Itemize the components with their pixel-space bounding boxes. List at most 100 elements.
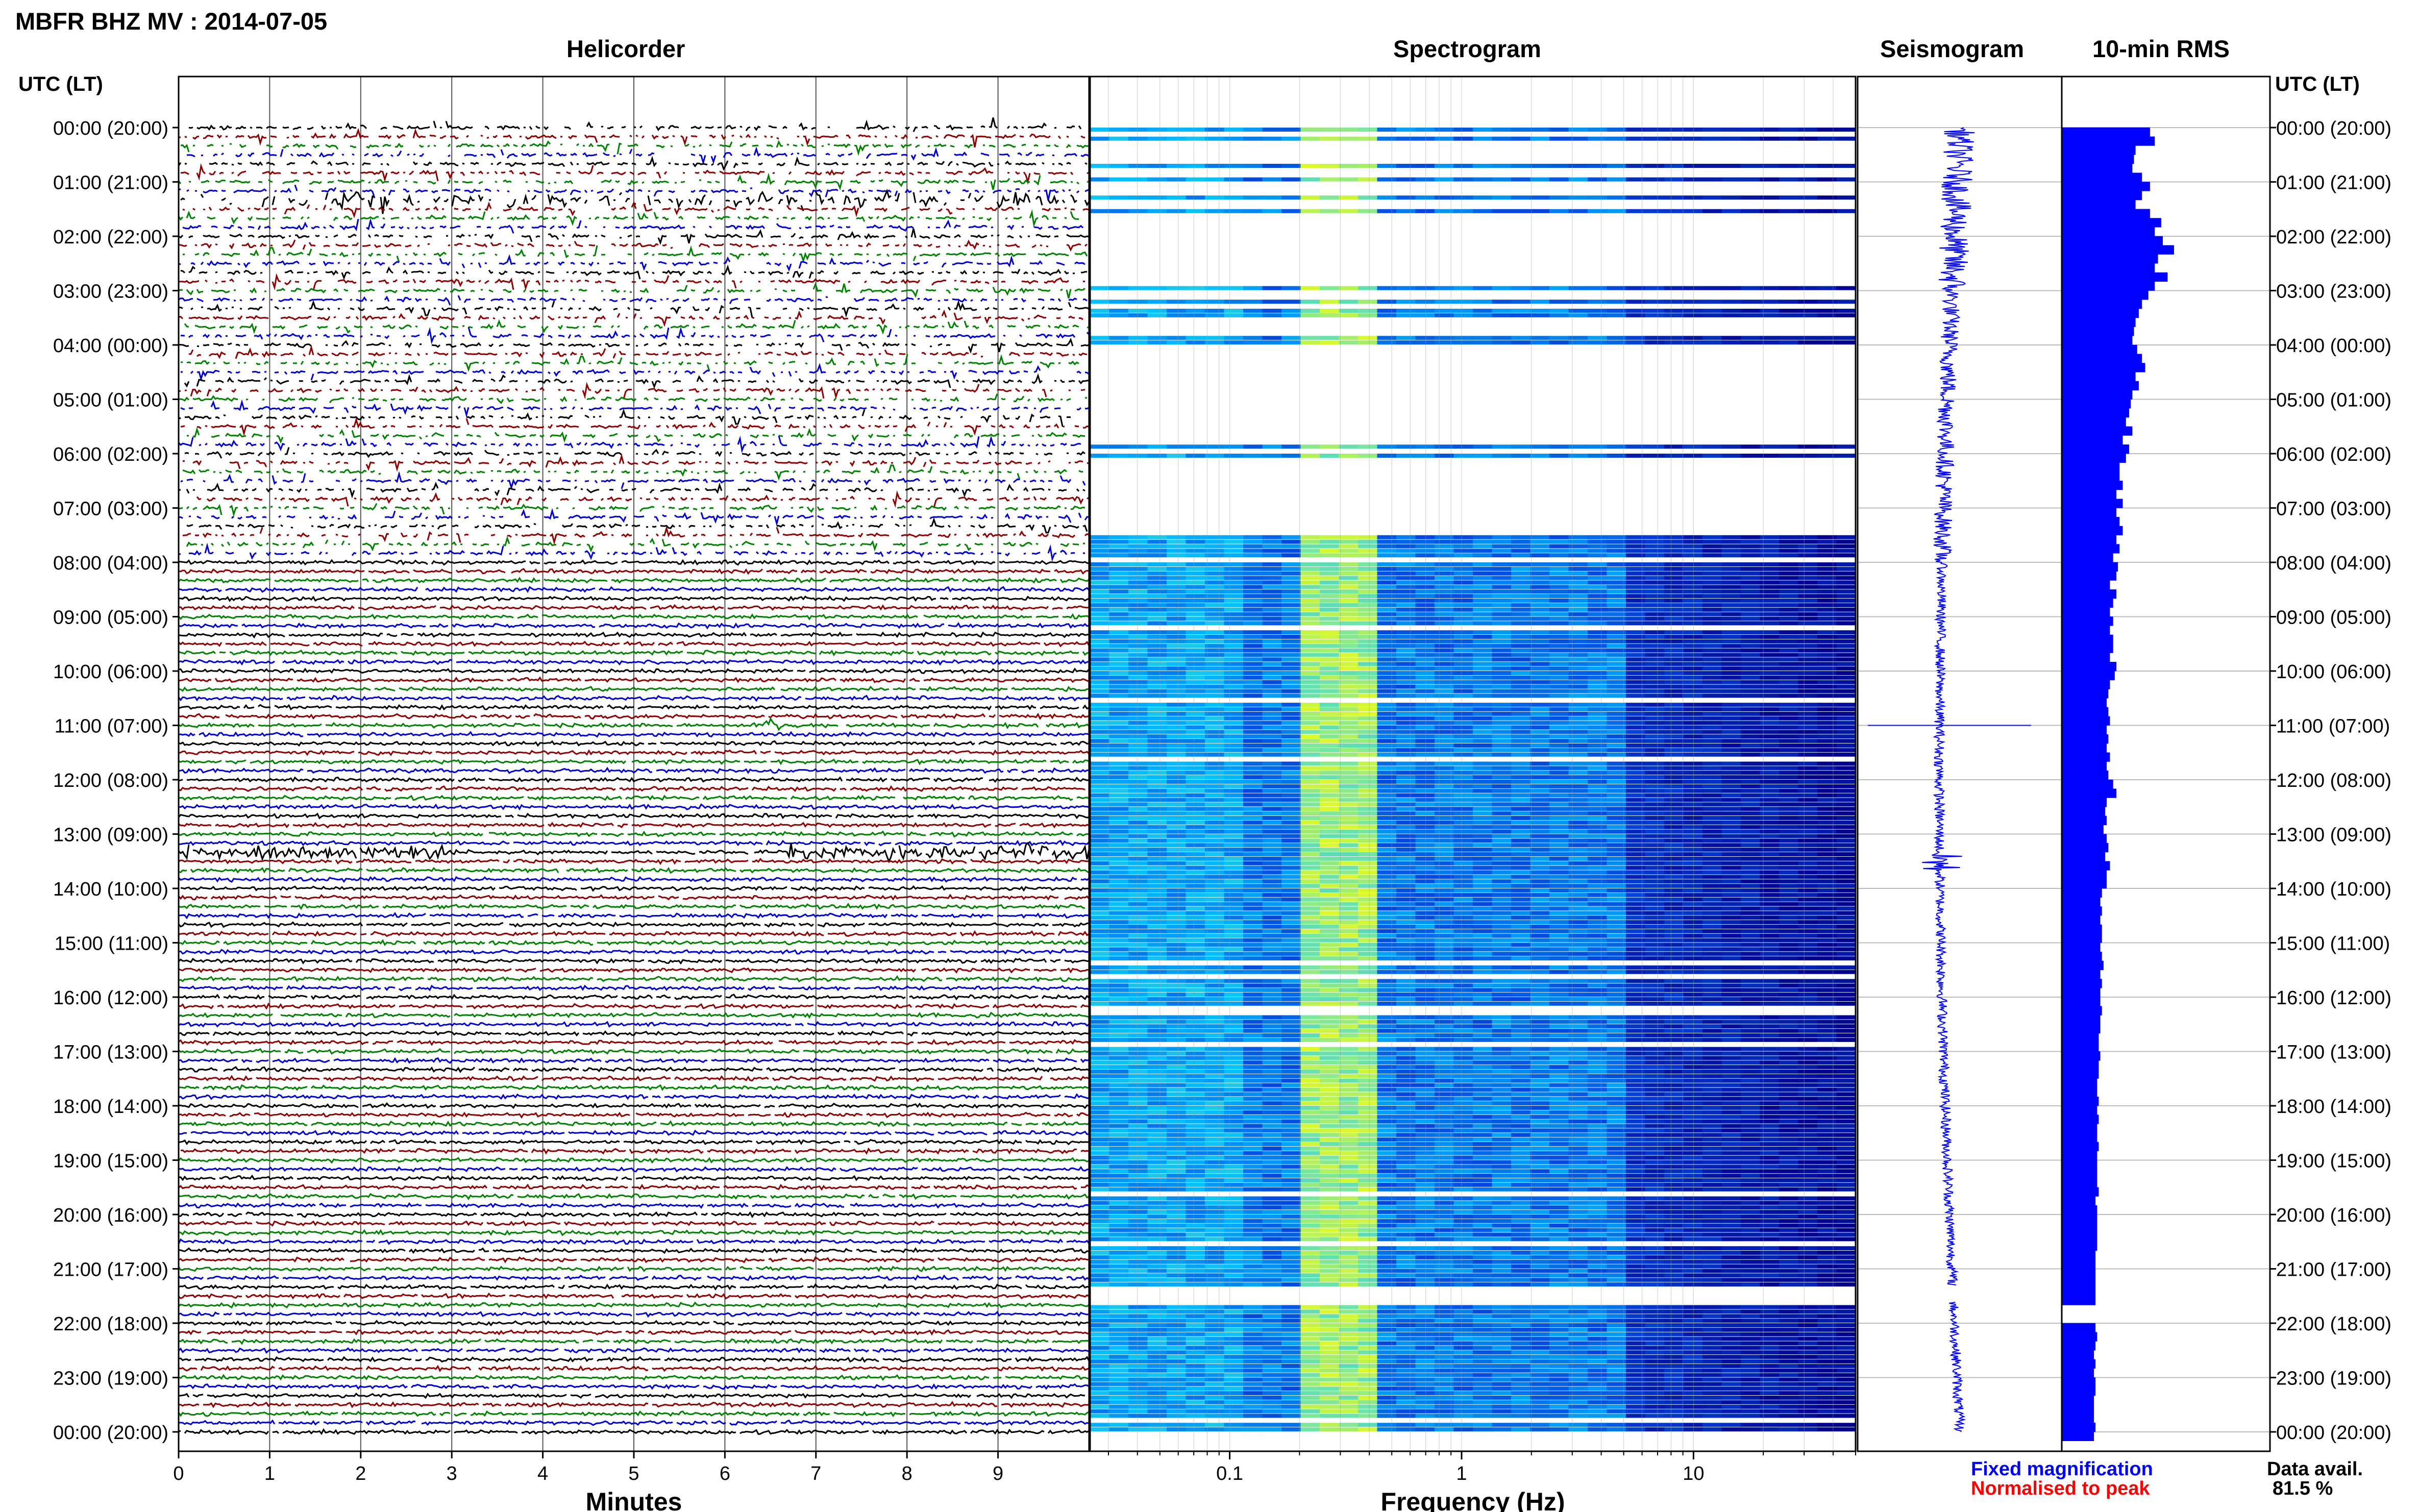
spectrogram-cell: [1626, 689, 1646, 693]
spectrogram-cell: [1128, 1037, 1148, 1042]
spectrogram-cell: [1568, 829, 1588, 834]
helicorder-trace-row: [180, 327, 1089, 344]
spectrogram-cell: [1664, 870, 1684, 875]
spectrogram-cell: [1090, 1056, 1110, 1060]
spectrogram-cell: [1492, 752, 1512, 757]
spectrogram-cell: [1588, 943, 1608, 947]
seismogram-title: Seismogram: [1880, 35, 2025, 62]
spectrogram-cell: [1492, 689, 1512, 693]
spectrogram-cell: [1588, 671, 1608, 675]
spectrogram-cell: [1090, 612, 1110, 616]
spectrogram-cell: [1300, 621, 1320, 626]
spectrogram-cell: [1377, 933, 1397, 938]
spectrogram-cell: [1530, 1051, 1550, 1056]
spectrogram-cell: [1396, 834, 1416, 838]
spectrogram-cell: [1626, 313, 1646, 317]
spectrogram-cell: [1320, 703, 1340, 707]
spectrogram-cell: [1128, 865, 1148, 870]
spectrogram-cell: [1588, 748, 1608, 752]
spectrogram-cell: [1702, 286, 1722, 290]
spectrogram-cell: [1224, 993, 1244, 997]
spectrogram-cell: [1453, 879, 1473, 884]
spectrogram-cell: [1358, 825, 1378, 829]
spectrogram-cell: [1147, 539, 1167, 544]
spectrogram-cell: [1109, 209, 1129, 213]
spectrogram-cell: [1090, 535, 1110, 539]
spectrogram-cell: [1721, 861, 1741, 865]
spectrogram-cell: [1186, 856, 1205, 861]
spectrogram-cell: [1492, 340, 1512, 345]
spectrogram-cell: [1339, 879, 1359, 884]
spectrogram-cell: [1817, 336, 1837, 340]
spectrogram-cell: [1128, 861, 1148, 865]
spectrogram-cell: [1511, 653, 1531, 657]
spectrogram-cell: [1568, 662, 1588, 666]
spectrogram-cell: [1626, 300, 1646, 304]
spectrogram-cell: [1817, 128, 1837, 132]
spectrogram-cell: [1109, 856, 1129, 861]
spectrogram-cell: [1435, 621, 1454, 626]
spectrogram-cell: [1186, 956, 1205, 961]
spectrogram-cell: [1607, 816, 1626, 820]
spectrogram-cell: [1683, 784, 1703, 788]
spectrogram-cell: [1511, 721, 1531, 725]
spectrogram-cell: [1721, 879, 1741, 884]
spectrogram-cell: [1626, 662, 1646, 666]
spectrogram-cell: [1377, 209, 1397, 213]
spectrogram-cell: [1626, 906, 1646, 911]
spectrogram-cell: [1836, 807, 1856, 811]
spectrogram-cell: [1588, 585, 1608, 589]
spectrogram-cell: [1358, 454, 1378, 458]
spectrogram-cell: [1109, 725, 1129, 730]
spectrogram-cell: [1836, 612, 1856, 616]
spectrogram-cell: [1415, 811, 1435, 816]
spectrogram-cell: [1645, 630, 1665, 635]
spectrogram-cell: [1511, 1051, 1531, 1056]
spectrogram-cell: [1664, 662, 1684, 666]
spectrogram-cell: [1415, 553, 1435, 558]
spectrogram-cell: [1415, 888, 1435, 893]
spectrogram-cell: [1492, 128, 1512, 132]
spectrogram-cell: [1453, 771, 1473, 775]
spectrogram-cell: [1549, 607, 1569, 612]
spectrogram-cell: [1588, 825, 1608, 829]
spectrogram-cell: [1186, 1020, 1205, 1024]
spectrogram-cell: [1090, 589, 1110, 594]
spectrogram-cell: [1836, 693, 1856, 698]
spectrogram-cell: [1320, 888, 1340, 893]
spectrogram-cell: [1396, 680, 1416, 684]
spectrogram-cell: [1109, 693, 1129, 698]
spectrogram-cell: [1492, 906, 1512, 911]
spectrogram-cell: [1109, 612, 1129, 616]
spectrogram-cell: [1473, 829, 1493, 834]
spectrogram-cell: [1607, 834, 1626, 838]
spectrogram-cell: [1377, 711, 1397, 716]
spectrogram-cell: [1415, 635, 1435, 639]
spectrogram-cell: [1741, 861, 1761, 865]
spectrogram-cell: [1779, 653, 1799, 657]
spectrogram-cell: [1128, 1051, 1148, 1056]
spectrogram-cell: [1645, 703, 1665, 707]
spectrogram-cell: [1377, 848, 1397, 852]
spectrogram-cell: [1243, 925, 1263, 929]
spectrogram-cell: [1377, 309, 1397, 313]
spectrogram-cell: [1396, 902, 1416, 906]
spectrogram-cell: [1836, 771, 1856, 775]
spectrogram-cell: [1836, 843, 1856, 848]
spectrogram-cell: [1683, 761, 1703, 766]
spectrogram-cell: [1300, 589, 1320, 594]
spectrogram-cell: [1607, 879, 1626, 884]
spectrogram-cell: [1205, 1015, 1225, 1020]
spectrogram-cell: [1435, 915, 1454, 920]
spectrogram-cell: [1415, 576, 1435, 580]
spectrogram-cell: [1645, 915, 1665, 920]
spectrogram-cell: [1817, 933, 1837, 938]
spectrogram-cell: [1320, 911, 1340, 915]
spectrogram-cell: [1741, 671, 1761, 675]
spectrogram-cell: [1702, 761, 1722, 766]
spectrogram-cell: [1300, 666, 1320, 671]
spectrogram-cell: [1186, 897, 1205, 902]
spectrogram-cell: [1492, 675, 1512, 680]
spectrogram-cell: [1147, 811, 1167, 816]
spectrogram-cell: [1339, 136, 1359, 141]
